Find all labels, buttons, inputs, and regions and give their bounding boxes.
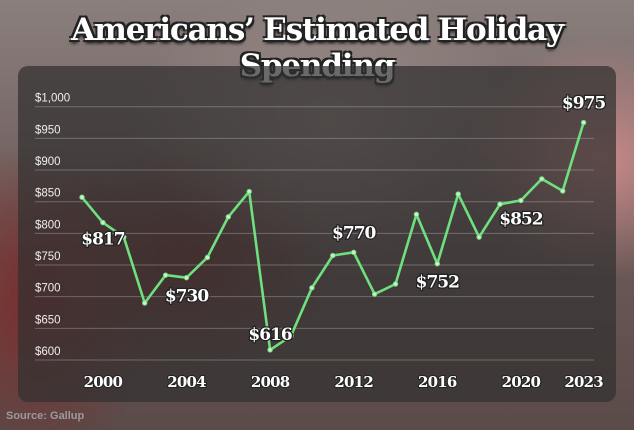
- data-label: $752: [416, 273, 459, 293]
- data-point: [497, 201, 503, 207]
- data-point: [539, 176, 545, 182]
- data-point: [288, 333, 294, 339]
- y-tick-label: $950: [35, 124, 61, 136]
- data-label: $616: [248, 325, 291, 345]
- data-point: [183, 274, 190, 281]
- data-label: $852: [499, 209, 542, 229]
- x-tick-label: 2020: [502, 373, 541, 391]
- x-tick-label: 2000: [84, 373, 123, 391]
- x-tick-label: 2016: [418, 373, 457, 391]
- x-tick-label: 2008: [251, 373, 290, 391]
- data-point: [246, 188, 252, 195]
- data-point: [371, 291, 378, 297]
- y-tick-label: $650: [35, 314, 61, 326]
- source-note: Source: Gallup: [6, 410, 85, 422]
- data-point: [204, 254, 211, 261]
- data-point: [121, 234, 127, 240]
- data-label: $817: [81, 230, 124, 250]
- y-tick-label: $850: [35, 188, 61, 200]
- y-tick-label: $800: [35, 219, 61, 231]
- data-label: $770: [332, 223, 376, 243]
- data-point: [79, 194, 85, 200]
- data-point: [309, 285, 315, 291]
- x-tick-label: 2012: [334, 373, 373, 391]
- y-tick-label: $900: [35, 156, 61, 168]
- data-point: [392, 281, 399, 287]
- data-point: [455, 191, 461, 197]
- data-point: [434, 261, 440, 267]
- data-point: [225, 214, 232, 220]
- y-tick-label: $1,000: [35, 93, 70, 105]
- x-tick-label: 2004: [167, 373, 206, 391]
- data-point: [100, 219, 106, 226]
- data-point: [580, 119, 587, 126]
- data-point: [476, 234, 482, 240]
- x-tick-label: 2023: [564, 373, 603, 391]
- data-point: [267, 347, 273, 353]
- data-label: $730: [165, 287, 209, 307]
- data-point: [330, 252, 336, 259]
- y-tick-label: $700: [35, 283, 61, 295]
- data-point: [560, 188, 566, 194]
- y-tick-label: $750: [35, 251, 61, 263]
- data-point: [142, 300, 148, 306]
- data-point: [413, 211, 420, 218]
- data-point: [162, 272, 169, 278]
- data-label: $975: [562, 94, 605, 114]
- data-point: [351, 249, 357, 256]
- data-point: [518, 197, 524, 204]
- y-tick-label: $600: [35, 346, 61, 358]
